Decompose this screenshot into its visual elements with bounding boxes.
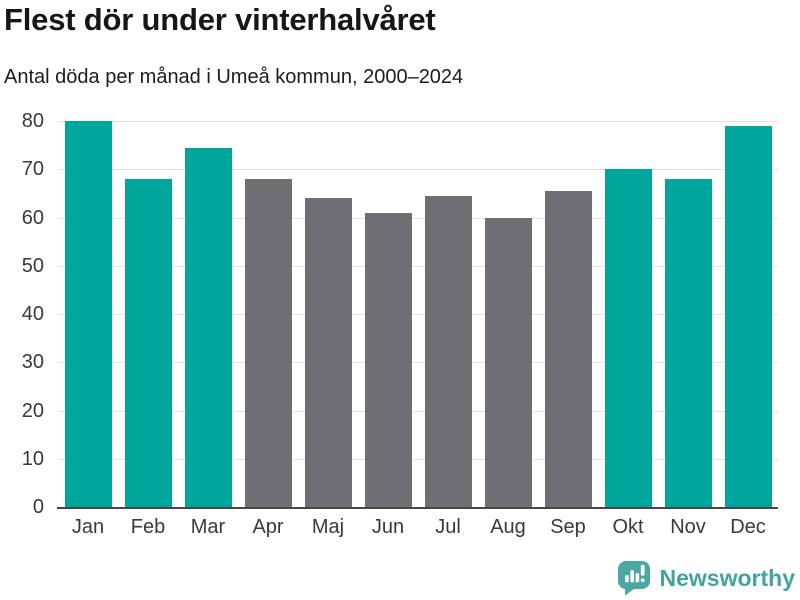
x-tick-label-mar: Mar	[190, 516, 226, 538]
brand-name: Newsworthy	[659, 564, 795, 591]
bar-dec	[724, 125, 772, 507]
x-tick-label-sep: Sep	[550, 516, 586, 538]
bar-apr	[244, 178, 292, 507]
x-tick-label-aug: Aug	[490, 516, 526, 538]
bar-sep	[544, 190, 592, 507]
y-tick-label-80: 80	[21, 110, 44, 132]
chart-title: Flest dör under vinterhalvåret	[4, 2, 436, 37]
bar-mar	[184, 147, 232, 507]
gridline-60	[58, 217, 778, 219]
x-tick-label-jan: Jan	[71, 516, 105, 538]
bar-maj	[304, 198, 352, 507]
y-tick-label-0: 0	[32, 496, 44, 518]
gridline-20	[58, 410, 778, 412]
bar-okt	[604, 169, 652, 507]
x-tick-label-okt: Okt	[612, 516, 644, 538]
y-tick-label-20: 20	[21, 399, 44, 422]
y-tick-label-70: 70	[21, 158, 44, 181]
chart-subtitle: Antal döda per månad i Umeå kommun, 2000…	[4, 66, 464, 88]
gridline-40	[58, 314, 778, 315]
y-tick-label-10: 10	[21, 447, 44, 470]
bar-nov	[664, 178, 712, 507]
gridline-10	[58, 458, 778, 460]
brand-footer[interactable]: Newsworthy	[617, 560, 795, 595]
gridline-30	[58, 362, 778, 364]
newsworthy-logo-icon	[617, 561, 650, 595]
bar-aug	[484, 217, 532, 507]
y-tick-label-50: 50	[21, 254, 44, 277]
x-tick-label-apr: Apr	[252, 516, 284, 538]
y-tick-label-30: 30	[21, 351, 44, 374]
bar-jun	[364, 212, 412, 507]
x-tick-label-nov: Nov	[670, 516, 706, 538]
plot-area	[58, 121, 778, 507]
gridline-80	[58, 121, 778, 122]
y-tick-label-60: 60	[21, 206, 44, 229]
x-tick-label-jul: Jul	[435, 516, 461, 538]
x-tick-label-maj: Maj	[311, 516, 345, 538]
y-tick-label-40: 40	[21, 303, 44, 325]
x-axis-line	[57, 507, 778, 509]
bar-jul	[424, 195, 472, 507]
x-tick-label-dec: Dec	[730, 516, 766, 538]
x-tick-label-jun: Jun	[371, 516, 405, 538]
bar-jan	[64, 121, 112, 507]
bar-feb	[124, 178, 172, 507]
gridline-50	[58, 265, 778, 267]
x-tick-label-feb: Feb	[130, 516, 166, 538]
gridline-70	[58, 169, 778, 171]
